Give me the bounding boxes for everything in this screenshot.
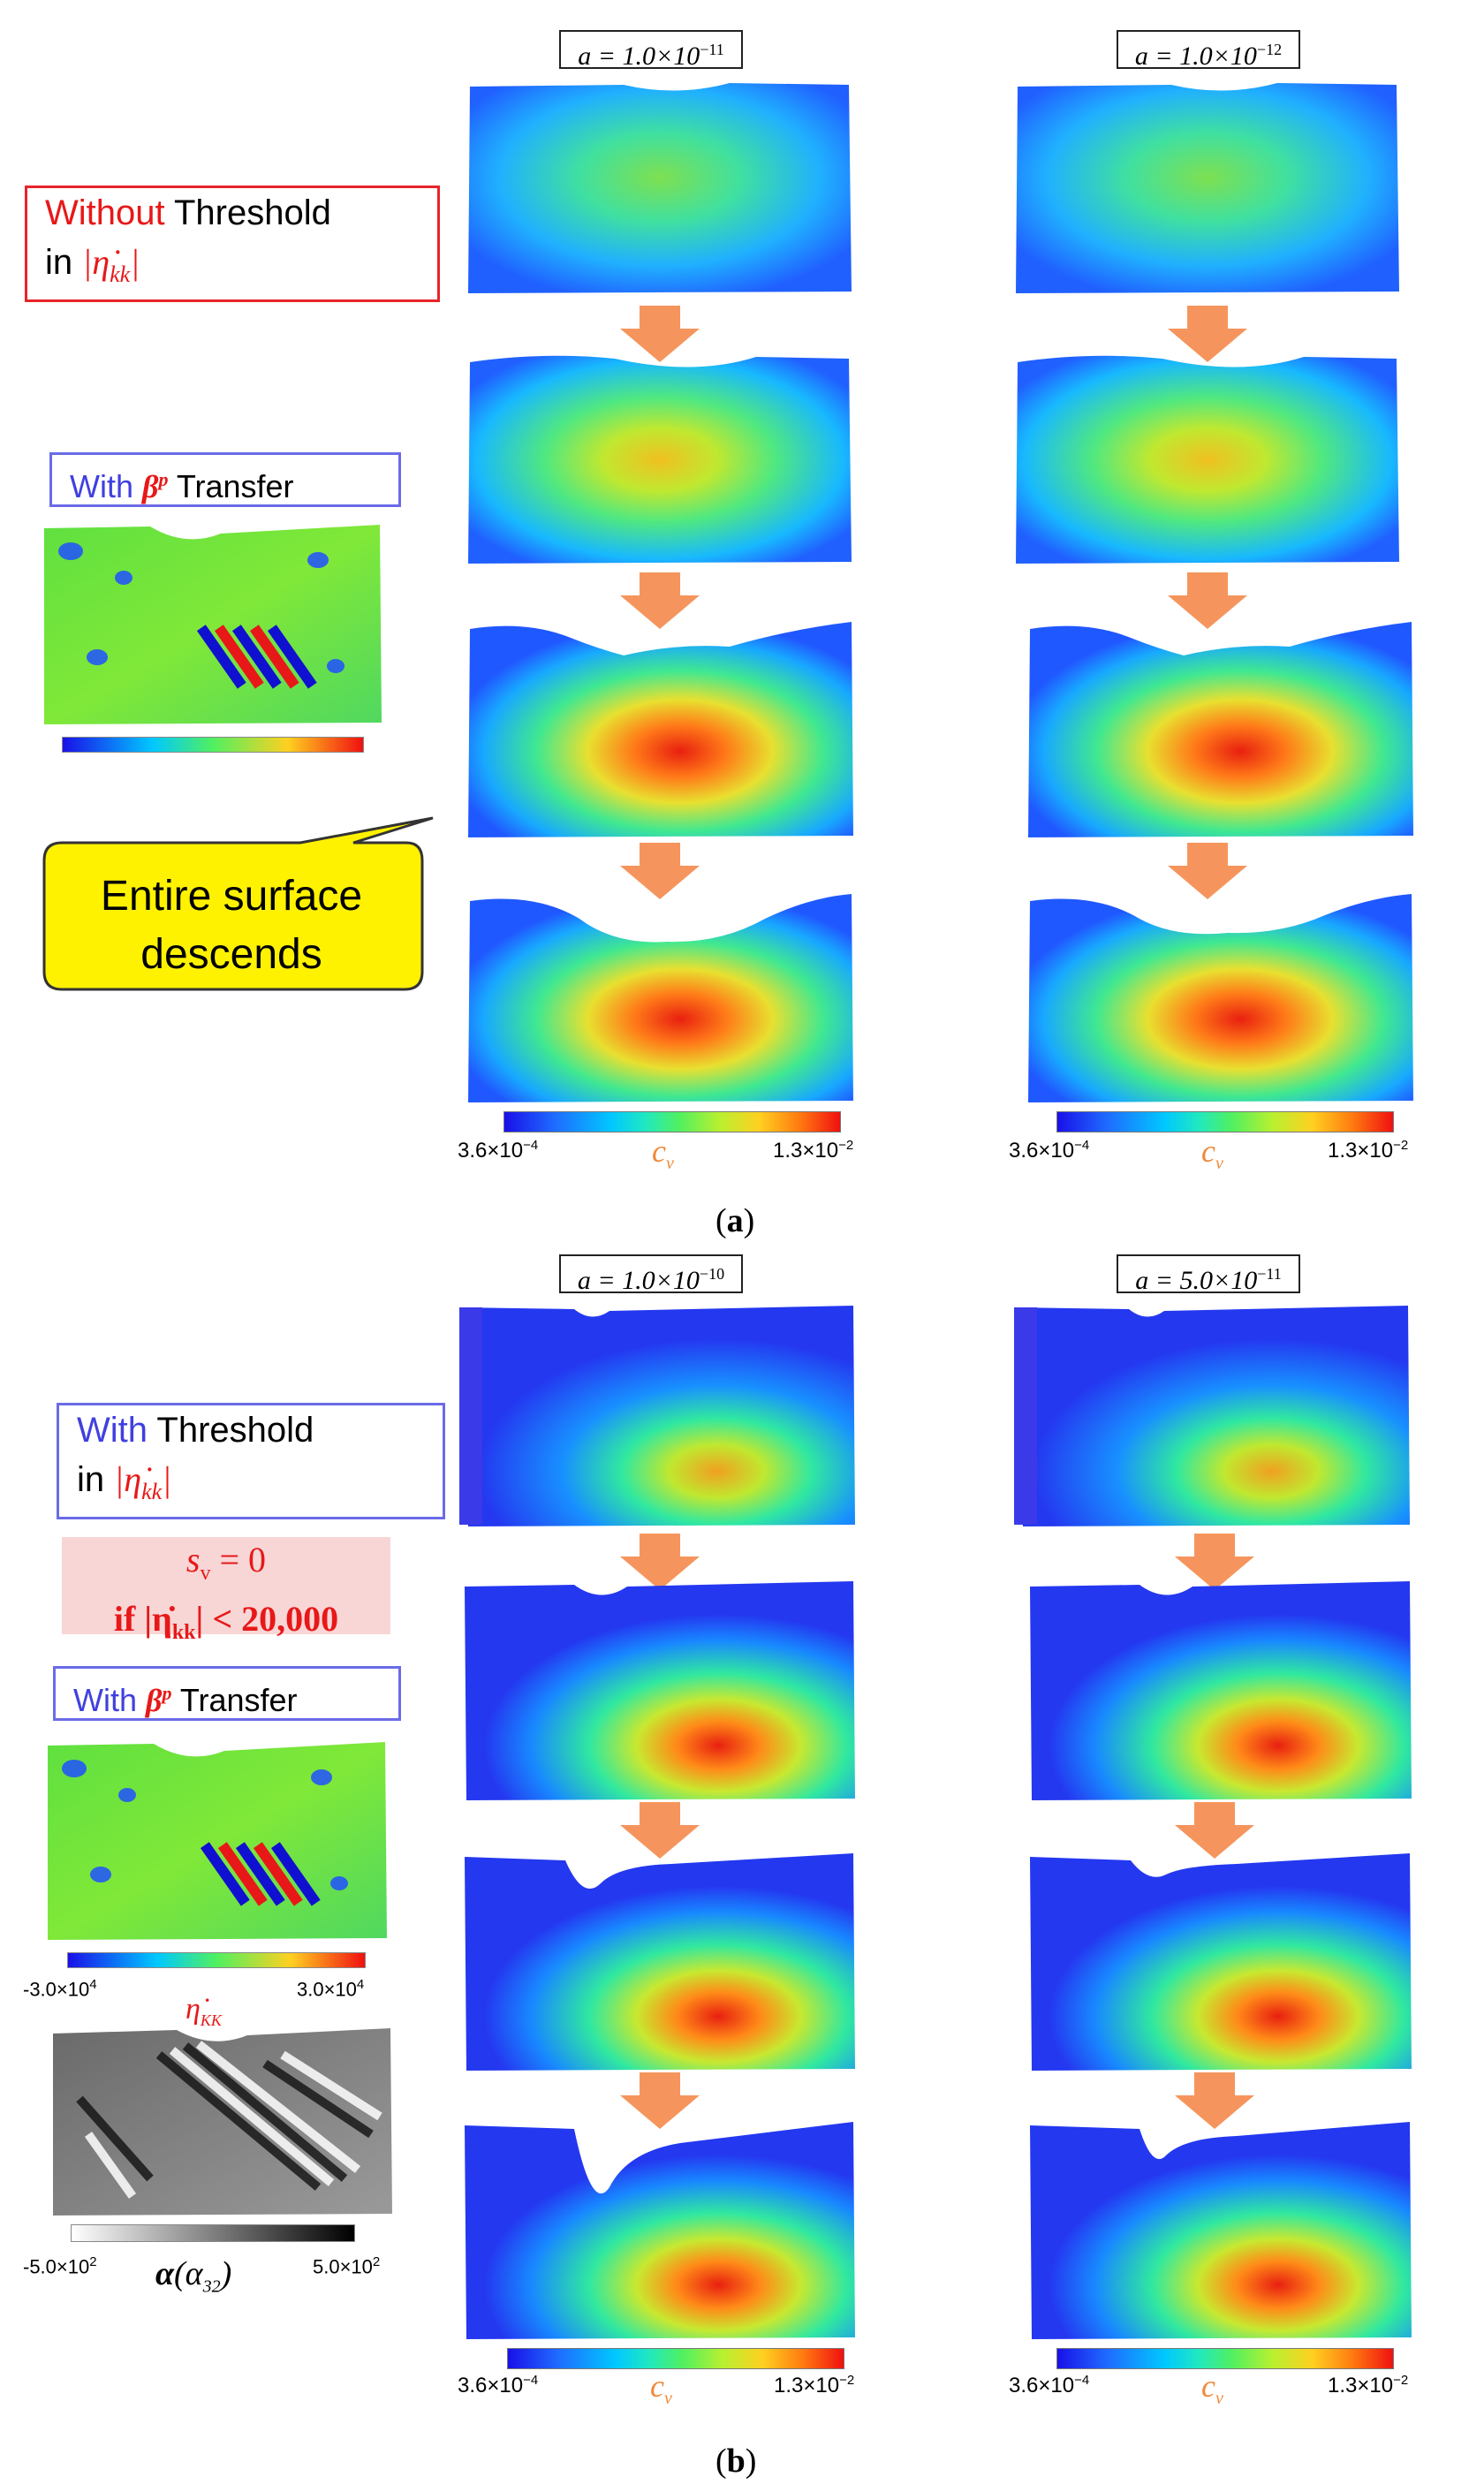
cv-min-tick-b1: 3.6×10−4 — [458, 2373, 539, 2397]
alpha-min-tick: -5.0×102 — [23, 2254, 97, 2278]
simulation-panel-b2-step4 — [1030, 2122, 1412, 2339]
simulation-panel-a1-step3 — [468, 622, 853, 837]
simulation-panel-a2-step4 — [1028, 894, 1413, 1102]
simulation-panel-b1-step3 — [465, 1853, 855, 2071]
arrow-down-icon — [620, 1802, 700, 1859]
arrow-down-icon — [1175, 1534, 1254, 1590]
simulation-panel-b2-step1 — [1014, 1306, 1410, 1526]
caption-b: (b) — [716, 2443, 757, 2480]
simulation-panel-b1-step1 — [459, 1306, 855, 1526]
arrow-down-icon — [620, 1534, 700, 1590]
callout-text: Entire surface descends — [100, 873, 363, 978]
simulation-panel-b1-step2 — [465, 1581, 855, 1800]
cv-max-tick-b2: 1.3×10−2 — [1328, 2373, 1409, 2397]
simulation-panel-a1-step4 — [468, 894, 853, 1102]
cv-min-tick-a2: 3.6×10−4 — [1009, 1138, 1090, 1163]
beta-field-colorbar-a — [62, 737, 364, 753]
arrow-down-icon — [620, 843, 700, 899]
a-value-label-b2: a = 5.0×10−11 — [1117, 1254, 1300, 1295]
arrow-down-icon — [1175, 2072, 1254, 2129]
cv-colorbar-b1 — [507, 2348, 844, 2369]
beta-transfer-field-image-a — [44, 525, 382, 724]
alpha-field-image — [53, 2028, 392, 2216]
callout-bubble — [42, 816, 434, 991]
arrow-down-icon — [620, 2072, 700, 2129]
arrow-down-icon — [620, 572, 700, 629]
cv-label-b2: cv — [1201, 2368, 1223, 2409]
threshold-condition-box: sv = 0 if |η̇kk| < 20,000 — [62, 1537, 390, 1644]
simulation-panel-a2-step1 — [1016, 83, 1399, 293]
simulation-panel-b1-step4 — [465, 2122, 855, 2339]
alpha-max-tick: 5.0×102 — [313, 2254, 381, 2278]
cv-colorbar-b2 — [1056, 2348, 1394, 2369]
beta-transfer-field-image-b — [48, 1742, 387, 1940]
caption-a: (a) — [716, 1202, 755, 1239]
with-threshold-box: With Threshold in |η̇kk| — [57, 1403, 445, 1519]
simulation-panel-a2-step2 — [1016, 355, 1399, 564]
eta-min-tick: -3.0×104 — [23, 1977, 97, 2001]
without-threshold-box: Without Threshold in |η̇kk| — [25, 186, 440, 302]
arrow-down-icon — [1168, 572, 1247, 629]
cv-min-tick-b2: 3.6×10−4 — [1009, 2373, 1090, 2397]
eta-colorbar — [67, 1952, 366, 1968]
cv-label-b1: cv — [650, 2368, 672, 2409]
arrow-down-icon — [1168, 843, 1247, 899]
a-value-label-a1: a = 1.0×10−11 — [559, 30, 743, 71]
cv-colorbar-a1 — [504, 1111, 841, 1132]
cv-min-tick-a1: 3.6×10−4 — [458, 1138, 539, 1163]
cv-label-a2: cv — [1201, 1133, 1223, 1174]
simulation-panel-a1-step1 — [468, 83, 852, 293]
simulation-panel-a2-step3 — [1028, 622, 1413, 837]
a-value-label-a2: a = 1.0×10−12 — [1117, 30, 1300, 71]
cv-label-a1: cv — [652, 1133, 674, 1174]
simulation-panel-a1-step2 — [468, 355, 852, 564]
arrow-down-icon — [1175, 1802, 1254, 1859]
a-value-label-b1: a = 1.0×10−10 — [559, 1254, 743, 1295]
arrow-down-icon — [620, 306, 700, 362]
simulation-panel-b2-step3 — [1030, 1853, 1412, 2071]
cv-max-tick-b1: 1.3×10−2 — [774, 2373, 855, 2397]
beta-transfer-box-a: With βp Transfer — [49, 452, 401, 507]
eta-max-tick: 3.0×104 — [297, 1977, 365, 2001]
alpha-colorbar — [71, 2224, 355, 2242]
eta-label: η̇KK — [186, 1993, 222, 2029]
alpha-label: α(α32) — [155, 2255, 232, 2297]
cv-max-tick-a1: 1.3×10−2 — [773, 1138, 854, 1163]
arrow-down-icon — [1168, 306, 1247, 362]
simulation-panel-b2-step2 — [1030, 1581, 1412, 1800]
beta-transfer-box-b: With βp Transfer — [53, 1666, 401, 1721]
cv-max-tick-a2: 1.3×10−2 — [1328, 1138, 1409, 1163]
cv-colorbar-a2 — [1056, 1111, 1394, 1132]
